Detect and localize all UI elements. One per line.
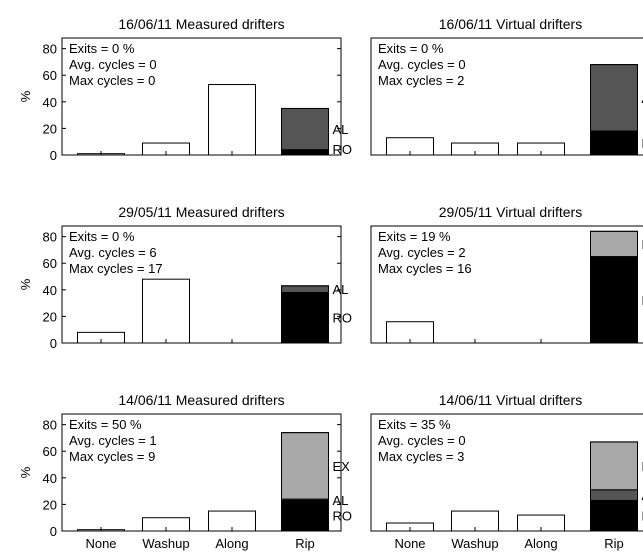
rip-segment-ex	[590, 230, 638, 258]
panel-title: 16/06/11 Measured drifters	[118, 16, 284, 32]
x-tick-label: Rip	[295, 536, 315, 551]
y-tick-label: 60	[43, 444, 57, 459]
stat-annotation: Max cycles = 16	[378, 261, 472, 276]
y-tick-label: 0	[50, 524, 57, 539]
plot-frame	[370, 413, 643, 532]
rip-segment-ex	[590, 441, 638, 491]
panel-title: 14/06/11 Virtual drifters	[439, 392, 582, 408]
plot-frame	[61, 413, 342, 532]
stat-annotation: Avg. cycles = 1	[69, 433, 157, 448]
rip-segment-ex	[281, 432, 329, 500]
plot-frame	[370, 225, 643, 344]
x-tick-label: Along	[524, 536, 557, 551]
plot-frame	[61, 225, 342, 344]
panel-5: 14/06/11 Measured drifters%ROALEX0204060…	[18, 392, 352, 551]
rip-segment-ro	[590, 499, 638, 532]
stat-annotation: Exits = 50 %	[69, 417, 142, 432]
stat-annotation: Max cycles = 2	[378, 73, 464, 88]
panel-title: 16/06/11 Virtual drifters	[439, 16, 582, 32]
x-tick-label: Rip	[604, 536, 624, 551]
plot-frame	[370, 37, 643, 156]
y-tick-label: 0	[50, 148, 57, 163]
y-axis-label: %	[18, 466, 33, 478]
stat-annotation: Max cycles = 0	[69, 73, 155, 88]
rip-segment-al	[281, 107, 329, 151]
y-tick-label: 80	[43, 42, 57, 57]
stat-annotation: Exits = 35 %	[378, 417, 451, 432]
segment-label-ro: RO	[333, 509, 353, 524]
bar-washup	[142, 278, 190, 344]
y-tick-label: 20	[43, 121, 57, 136]
bar-along	[208, 84, 256, 156]
segment-label-al: AL	[642, 91, 643, 106]
segment-label-ro: RO	[642, 293, 643, 308]
rip-segment-al	[590, 64, 638, 132]
panel-title: 29/05/11 Measured drifters	[118, 204, 284, 220]
rip-segment-ro	[281, 499, 329, 532]
y-tick-label: 20	[43, 497, 57, 512]
segment-label-al: AL	[642, 488, 643, 503]
y-tick-label: 20	[43, 309, 57, 324]
stat-annotation: Exits = 0 %	[378, 41, 444, 56]
rip-segment-ro	[590, 256, 638, 344]
y-tick-label: 40	[43, 283, 57, 298]
y-tick-label: 40	[43, 471, 57, 486]
segment-label-al: AL	[333, 493, 349, 508]
y-tick-label: 60	[43, 256, 57, 271]
x-tick-label: Washup	[451, 536, 498, 551]
stat-annotation: Avg. cycles = 6	[69, 245, 157, 260]
y-tick-label: 0	[50, 336, 57, 351]
stat-annotation: Max cycles = 17	[69, 261, 163, 276]
stat-annotation: Avg. cycles = 2	[378, 245, 466, 260]
rip-segment-ro	[281, 291, 329, 344]
y-tick-label: 60	[43, 68, 57, 83]
x-tick-label: None	[394, 536, 425, 551]
y-axis-label: %	[18, 278, 33, 290]
stat-annotation: Avg. cycles = 0	[378, 57, 466, 72]
segment-label-ro: RO	[333, 142, 353, 157]
segment-label-ro: RO	[642, 136, 643, 151]
panel-6: 14/06/11 Virtual drifters RO AL EX None Washu…	[370, 392, 643, 551]
segment-label-ro: RO	[333, 311, 353, 326]
panel-title: 29/05/11 Virtual drifters	[439, 204, 582, 220]
segment-label-al: AL	[333, 122, 349, 137]
segment-label-ro: RO	[642, 509, 643, 524]
panel-title: 14/06/11 Measured drifters	[118, 392, 284, 408]
plot-frame	[61, 37, 342, 156]
stat-annotation: Exits = 19 %	[378, 229, 451, 244]
stat-annotation: Max cycles = 3	[378, 449, 464, 464]
x-tick-label: Washup	[142, 536, 189, 551]
stat-annotation: Exits = 0 %	[69, 229, 135, 244]
y-tick-label: 40	[43, 95, 57, 110]
stat-annotation: Exits = 0 %	[69, 41, 135, 56]
segment-label-ex: EX	[642, 459, 643, 474]
segment-label-ex: EX	[642, 237, 643, 252]
stat-annotation: Max cycles = 9	[69, 449, 155, 464]
rip-segment-al	[590, 489, 638, 501]
panel-4: 29/05/11 Virtual drifters RO EX Exits = 19 …	[370, 204, 643, 344]
panel-2: 16/06/11 Virtual drifters RO AL Exits = 0 %…	[370, 16, 643, 156]
x-tick-label: None	[85, 536, 116, 551]
stat-annotation: Avg. cycles = 0	[378, 433, 466, 448]
stat-annotation: Avg. cycles = 0	[69, 57, 157, 72]
y-tick-label: 80	[43, 418, 57, 433]
x-tick-label: Along	[215, 536, 248, 551]
y-tick-label: 80	[43, 230, 57, 245]
panel-1: 16/06/11 Measured drifters% RO AL 0 20 40 60 80…	[18, 16, 352, 163]
panel-3: 29/05/11 Measured drifters%ROAL020406080…	[18, 204, 352, 351]
rip-segment-al	[281, 285, 329, 293]
y-axis-label: %	[18, 90, 33, 102]
